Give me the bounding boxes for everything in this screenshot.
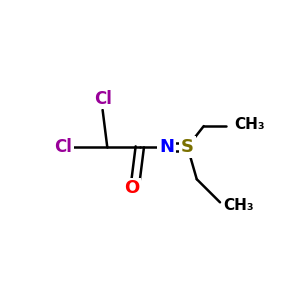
- Text: S: S: [181, 138, 194, 156]
- Text: N: N: [159, 138, 174, 156]
- Text: Cl: Cl: [94, 90, 112, 108]
- Text: CH₃: CH₃: [234, 117, 265, 132]
- Text: CH₃: CH₃: [224, 198, 254, 213]
- Text: O: O: [124, 179, 139, 197]
- Text: Cl: Cl: [54, 138, 72, 156]
